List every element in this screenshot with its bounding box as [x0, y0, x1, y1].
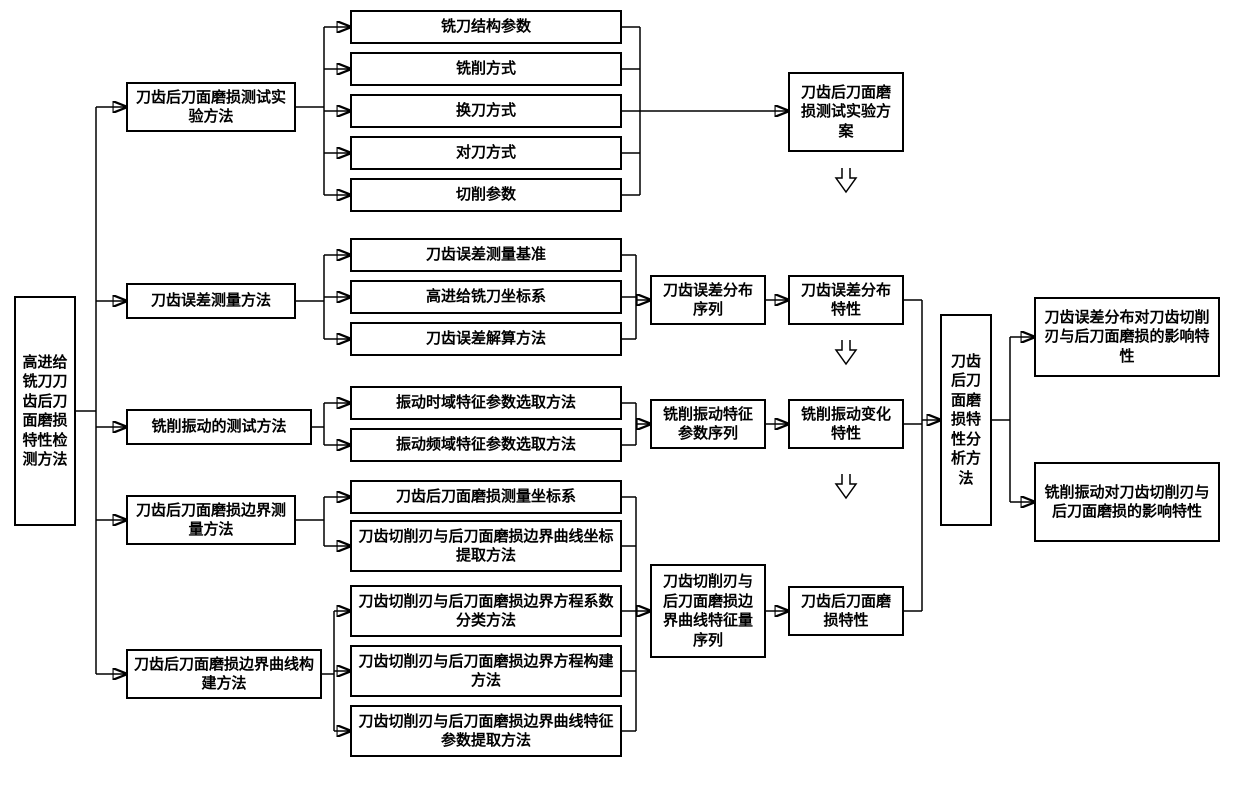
r2-label: 铣削振动变化特性	[796, 405, 896, 444]
l3a1-label: 铣刀结构参数	[441, 17, 531, 37]
l3e3-label: 刀齿切削刃与后刀面磨损边界曲线特征参数提取方法	[358, 712, 614, 751]
l3a2-label: 铣削方式	[456, 59, 516, 79]
m3-label: 刀齿切削刃与后刀面磨损边界曲线特征量序列	[658, 572, 758, 650]
l2e-label: 刀齿后刀面磨损边界曲线构建方法	[134, 655, 314, 694]
l3c1-label: 振动时域特征参数选取方法	[396, 393, 576, 413]
node-l2c: 铣削振动的测试方法	[126, 409, 312, 445]
node-l2a: 刀齿后刀面磨损测试实验方法	[126, 82, 296, 132]
node-l3a4: 对刀方式	[350, 136, 622, 170]
node-out2: 铣削振动对刀齿切削刃与后刀面磨损的影响特性	[1034, 462, 1220, 542]
l3e2-label: 刀齿切削刃与后刀面磨损边界方程构建方法	[358, 652, 614, 691]
node-l2d: 刀齿后刀面磨损边界测量方法	[126, 495, 296, 545]
node-l2e: 刀齿后刀面磨损边界曲线构建方法	[126, 649, 322, 699]
node-r2: 铣削振动变化特性	[788, 399, 904, 449]
m1-label: 刀齿误差分布序列	[658, 281, 758, 320]
node-analysis: 刀齿后刀面磨损特性分析方法	[940, 314, 992, 526]
node-r0: 刀齿后刀面磨损测试实验方案	[788, 72, 904, 152]
node-l3e3: 刀齿切削刃与后刀面磨损边界曲线特征参数提取方法	[350, 705, 622, 757]
l3c2-label: 振动频域特征参数选取方法	[396, 435, 576, 455]
node-l3a1: 铣刀结构参数	[350, 10, 622, 44]
node-out1: 刀齿误差分布对刀齿切削刃与后刀面磨损的影响特性	[1034, 297, 1220, 377]
node-m1: 刀齿误差分布序列	[650, 275, 766, 325]
node-l3d2: 刀齿切削刃与后刀面磨损边界曲线坐标提取方法	[350, 520, 622, 572]
node-r3: 刀齿后刀面磨损特性	[788, 586, 904, 636]
l3b1-label: 刀齿误差测量基准	[426, 245, 546, 265]
l2d-label: 刀齿后刀面磨损边界测量方法	[134, 501, 288, 540]
node-l3e1: 刀齿切削刃与后刀面磨损边界方程系数分类方法	[350, 585, 622, 637]
l3d2-label: 刀齿切削刃与后刀面磨损边界曲线坐标提取方法	[358, 527, 614, 566]
l3b2-label: 高进给铣刀坐标系	[426, 287, 546, 307]
node-m3: 刀齿切削刃与后刀面磨损边界曲线特征量序列	[650, 564, 766, 658]
open-arrow-2	[834, 338, 858, 366]
node-root: 高进给铣刀刀齿后刀面磨损特性检测方法	[14, 296, 76, 526]
node-l2b: 刀齿误差测量方法	[126, 283, 296, 319]
node-l3c1: 振动时域特征参数选取方法	[350, 386, 622, 420]
l2b-label: 刀齿误差测量方法	[151, 291, 271, 311]
l3e1-label: 刀齿切削刃与后刀面磨损边界方程系数分类方法	[358, 592, 614, 631]
open-arrow-3	[834, 472, 858, 500]
node-r1: 刀齿误差分布特性	[788, 275, 904, 325]
an-label: 刀齿后刀面磨损特性分析方法	[948, 352, 984, 489]
node-l3a2: 铣削方式	[350, 52, 622, 86]
l3b3-label: 刀齿误差解算方法	[426, 329, 546, 349]
l2c-label: 铣削振动的测试方法	[151, 417, 286, 437]
out2-label: 铣削振动对刀齿切削刃与后刀面磨损的影响特性	[1042, 483, 1212, 522]
l2a-label: 刀齿后刀面磨损测试实验方法	[134, 88, 288, 127]
l3a3-label: 换刀方式	[456, 101, 516, 121]
node-l3a5: 切削参数	[350, 178, 622, 212]
node-m2: 铣削振动特征参数序列	[650, 399, 766, 449]
m2-label: 铣削振动特征参数序列	[658, 405, 758, 444]
node-l3e2: 刀齿切削刃与后刀面磨损边界方程构建方法	[350, 645, 622, 697]
l3a4-label: 对刀方式	[456, 143, 516, 163]
node-root-label: 高进给铣刀刀齿后刀面磨损特性检测方法	[22, 353, 68, 470]
node-l3d1: 刀齿后刀面磨损测量坐标系	[350, 480, 622, 514]
r1-label: 刀齿误差分布特性	[796, 281, 896, 320]
node-l3b2: 高进给铣刀坐标系	[350, 280, 622, 314]
node-l3b1: 刀齿误差测量基准	[350, 238, 622, 272]
out1-label: 刀齿误差分布对刀齿切削刃与后刀面磨损的影响特性	[1042, 308, 1212, 367]
l3a5-label: 切削参数	[456, 185, 516, 205]
node-l3a3: 换刀方式	[350, 94, 622, 128]
l3d1-label: 刀齿后刀面磨损测量坐标系	[396, 487, 576, 507]
node-l3b3: 刀齿误差解算方法	[350, 322, 622, 356]
node-l3c2: 振动频域特征参数选取方法	[350, 428, 622, 462]
open-arrow-1	[834, 166, 858, 194]
r0-label: 刀齿后刀面磨损测试实验方案	[796, 83, 896, 142]
r3-label: 刀齿后刀面磨损特性	[796, 592, 896, 631]
